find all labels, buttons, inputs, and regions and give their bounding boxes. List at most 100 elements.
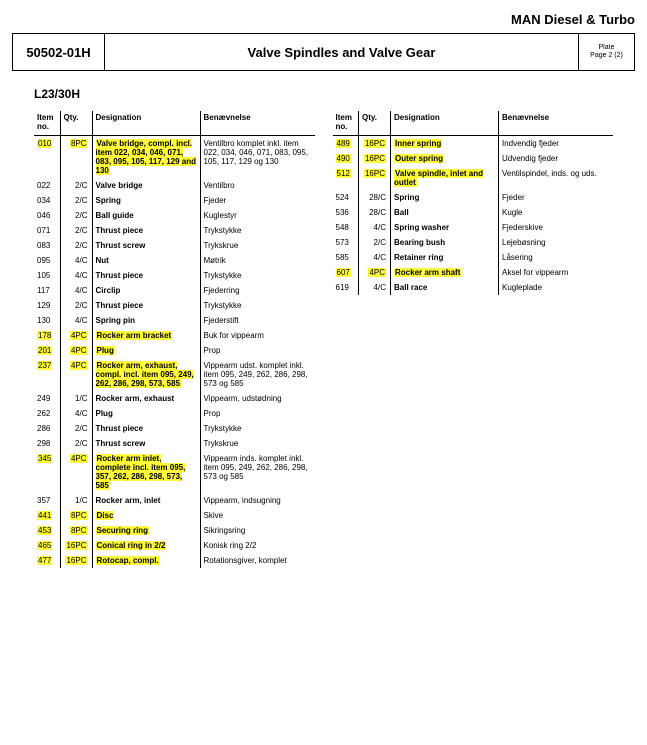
cell-designation: Ball guide xyxy=(92,208,200,223)
header-plate: Plate Page 2 (2) xyxy=(578,34,634,70)
table-row: 2982/CThrust screwTrykskrue xyxy=(34,436,315,451)
cell-item-no: 022 xyxy=(34,178,60,193)
table-row: 0108PCValve bridge, compl. incl. item 02… xyxy=(34,135,315,178)
cell-benaevnelse: Trykstykke xyxy=(200,268,315,283)
cell-qty: 4PC xyxy=(60,358,92,391)
cell-designation: Securing ring xyxy=(92,523,200,538)
cell-benaevnelse: Låsering xyxy=(499,250,614,265)
cell-item-no: 585 xyxy=(333,250,359,265)
cell-designation: Rocker arm inlet, complete incl. item 09… xyxy=(92,451,200,493)
th-item: Item no. xyxy=(333,111,359,135)
cell-benaevnelse: Konisk ring 2/2 xyxy=(200,538,315,553)
cell-benaevnelse: Kugle xyxy=(499,205,614,220)
cell-qty: 16PC xyxy=(359,135,391,151)
cell-qty: 4/C xyxy=(60,283,92,298)
cell-item-no: 201 xyxy=(34,343,60,358)
cell-benaevnelse: Ventilspindel, inds. og uds. xyxy=(499,166,614,190)
cell-qty: 2/C xyxy=(60,178,92,193)
cell-designation: Rocker arm bracket xyxy=(92,328,200,343)
cell-qty: 4/C xyxy=(60,313,92,328)
cell-designation: Thrust screw xyxy=(92,436,200,451)
cell-qty: 2/C xyxy=(60,421,92,436)
cell-item-no: 441 xyxy=(34,508,60,523)
cell-item-no: 573 xyxy=(333,235,359,250)
cell-designation: Inner spring xyxy=(391,135,499,151)
table-row: 5484/CSpring washerFjederskive xyxy=(333,220,614,235)
table-row: 1054/CThrust pieceTrykstykke xyxy=(34,268,315,283)
table-row: 0712/CThrust pieceTrykstykke xyxy=(34,223,315,238)
table-row: 2014PCPlugProp xyxy=(34,343,315,358)
table-row: 53628/CBallKugle xyxy=(333,205,614,220)
cell-qty: 2/C xyxy=(60,208,92,223)
columns: Item no. Qty. Designation Benævnelse 010… xyxy=(12,111,635,568)
cell-qty: 8PC xyxy=(60,508,92,523)
cell-qty: 16PC xyxy=(359,151,391,166)
cell-qty: 4PC xyxy=(60,328,92,343)
cell-benaevnelse: Kugleplade xyxy=(499,280,614,295)
cell-benaevnelse: Møtrik xyxy=(200,253,315,268)
cell-benaevnelse: Trykskrue xyxy=(200,436,315,451)
cell-benaevnelse: Fjederstift xyxy=(200,313,315,328)
subheading: L23/30H xyxy=(34,87,635,101)
cell-designation: Spring pin xyxy=(92,313,200,328)
cell-designation: Bearing bush xyxy=(391,235,499,250)
cell-item-no: 046 xyxy=(34,208,60,223)
brand-title: MAN Diesel & Turbo xyxy=(12,12,635,27)
plate-page: Page 2 (2) xyxy=(590,52,623,60)
cell-benaevnelse: Vippearm, indsugning xyxy=(200,493,315,508)
table-row: 2862/CThrust pieceTrykstykke xyxy=(34,421,315,436)
cell-qty: 2/C xyxy=(60,298,92,313)
cell-benaevnelse: Ventilbro komplet inkl. item 022, 034, 0… xyxy=(200,135,315,178)
table-row: 4418PCDiscSkive xyxy=(34,508,315,523)
table-row: 2374PCRocker arm, exhaust, compl. incl. … xyxy=(34,358,315,391)
th-qty: Qty. xyxy=(359,111,391,135)
cell-benaevnelse: Lejebøsning xyxy=(499,235,614,250)
cell-designation: Valve bridge, compl. incl. item 022, 034… xyxy=(92,135,200,178)
cell-designation: Valve bridge xyxy=(92,178,200,193)
th-designation: Designation xyxy=(391,111,499,135)
cell-qty: 16PC xyxy=(60,553,92,568)
cell-qty: 4/C xyxy=(60,268,92,283)
th-qty: Qty. xyxy=(60,111,92,135)
cell-benaevnelse: Sikringsring xyxy=(200,523,315,538)
cell-benaevnelse: Trykskrue xyxy=(200,238,315,253)
table-row: 2491/CRocker arm, exhaustVippearm, udstø… xyxy=(34,391,315,406)
cell-qty: 1/C xyxy=(60,391,92,406)
cell-qty: 4/C xyxy=(60,253,92,268)
cell-qty: 28/C xyxy=(359,190,391,205)
table-row: 4538PCSecuring ringSikringsring xyxy=(34,523,315,538)
cell-item-no: 357 xyxy=(34,493,60,508)
cell-designation: Thrust screw xyxy=(92,238,200,253)
cell-qty: 4/C xyxy=(359,280,391,295)
table-row: 1784PCRocker arm bracketBuk for vippearm xyxy=(34,328,315,343)
cell-item-no: 286 xyxy=(34,421,60,436)
cell-designation: Ball xyxy=(391,205,499,220)
cell-item-no: 083 xyxy=(34,238,60,253)
table-row: 48916PCInner springIndvendig fjeder xyxy=(333,135,614,151)
cell-qty: 4/C xyxy=(359,250,391,265)
cell-item-no: 249 xyxy=(34,391,60,406)
cell-designation: Disc xyxy=(92,508,200,523)
cell-qty: 16PC xyxy=(60,538,92,553)
cell-qty: 8PC xyxy=(60,135,92,178)
table-row: 51216PCValve spindle, inlet and outletVe… xyxy=(333,166,614,190)
cell-benaevnelse: Vippearm udst. komplet inkl. item 095, 2… xyxy=(200,358,315,391)
cell-benaevnelse: Vippearm inds. komplet inkl. item 095, 2… xyxy=(200,451,315,493)
table-row: 49016PCOuter springUdvendig fjeder xyxy=(333,151,614,166)
cell-item-no: 095 xyxy=(34,253,60,268)
cell-designation: Rocker arm shaft xyxy=(391,265,499,280)
cell-benaevnelse: Rotationsgiver, komplet xyxy=(200,553,315,568)
cell-benaevnelse: Trykstykke xyxy=(200,298,315,313)
cell-designation: Plug xyxy=(92,343,200,358)
table-row: 0832/CThrust screwTrykskrue xyxy=(34,238,315,253)
cell-item-no: 071 xyxy=(34,223,60,238)
header-bar: 50502-01H Valve Spindles and Valve Gear … xyxy=(12,33,635,71)
cell-item-no: 129 xyxy=(34,298,60,313)
cell-designation: Retainer ring xyxy=(391,250,499,265)
cell-benaevnelse: Prop xyxy=(200,406,315,421)
cell-designation: Conical ring in 2/2 xyxy=(92,538,200,553)
cell-item-no: 117 xyxy=(34,283,60,298)
cell-item-no: 489 xyxy=(333,135,359,151)
cell-item-no: 034 xyxy=(34,193,60,208)
cell-benaevnelse: Kuglestyr xyxy=(200,208,315,223)
